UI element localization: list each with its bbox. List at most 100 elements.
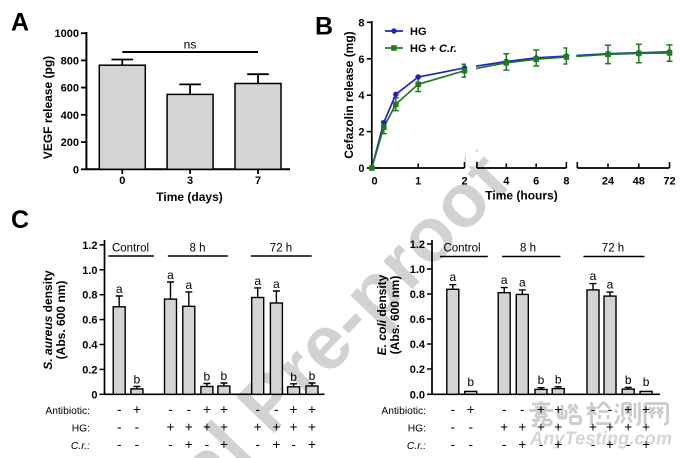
svg-text:-: - xyxy=(502,402,507,417)
svg-text:a: a xyxy=(273,277,280,291)
svg-text:-: - xyxy=(520,402,525,417)
svg-text:8 h: 8 h xyxy=(190,243,206,255)
svg-text:+: + xyxy=(203,420,211,435)
svg-text:+: + xyxy=(272,437,280,452)
svg-text:0.0: 0.0 xyxy=(410,389,425,401)
svg-text:-: - xyxy=(291,437,296,452)
svg-text:-: - xyxy=(274,402,279,417)
svg-text:+: + xyxy=(308,437,316,452)
svg-text:Control: Control xyxy=(112,243,149,255)
svg-text:C: C xyxy=(11,206,29,234)
svg-text:-: - xyxy=(539,437,544,452)
svg-text:1: 1 xyxy=(415,176,421,188)
svg-text:+: + xyxy=(308,420,316,435)
svg-text:+: + xyxy=(220,420,228,435)
svg-text:Antibiotic:: Antibiotic: xyxy=(45,406,90,417)
svg-text:b: b xyxy=(625,373,632,387)
svg-text:-: - xyxy=(502,437,507,452)
svg-text:6: 6 xyxy=(358,54,364,66)
svg-text:b: b xyxy=(204,370,211,384)
svg-text:b: b xyxy=(555,373,562,387)
svg-text:-: - xyxy=(255,402,260,417)
svg-text:+: + xyxy=(642,402,650,417)
svg-text:+: + xyxy=(624,420,632,435)
svg-text:2: 2 xyxy=(461,176,467,188)
svg-text:4: 4 xyxy=(503,176,510,188)
svg-text:0: 0 xyxy=(358,163,364,175)
svg-text:-: - xyxy=(608,402,613,417)
svg-text:0.4: 0.4 xyxy=(82,340,98,352)
svg-text:a: a xyxy=(167,268,174,282)
svg-text:0: 0 xyxy=(73,164,79,176)
svg-text:+: + xyxy=(554,437,562,452)
svg-text:C.r.:: C.r.: xyxy=(407,441,426,452)
svg-text:Time (days): Time (days) xyxy=(156,190,222,204)
svg-text:72 h: 72 h xyxy=(602,243,624,255)
svg-text:C.r.:: C.r.: xyxy=(71,441,90,452)
svg-text:+: + xyxy=(167,420,175,435)
svg-text:1.2: 1.2 xyxy=(82,240,97,252)
svg-text:1000: 1000 xyxy=(55,28,79,40)
svg-text:+: + xyxy=(589,420,597,435)
svg-text:+: + xyxy=(518,420,526,435)
svg-text:0: 0 xyxy=(91,389,97,401)
svg-text:-: - xyxy=(451,402,456,417)
svg-text:-: - xyxy=(187,402,192,417)
svg-text:72: 72 xyxy=(663,176,675,188)
svg-text:a: a xyxy=(185,278,192,292)
svg-text:-: - xyxy=(117,437,122,452)
svg-text:a: a xyxy=(449,270,456,284)
svg-text:+: + xyxy=(467,402,475,417)
svg-text:200: 200 xyxy=(61,137,79,149)
svg-text:A: A xyxy=(11,9,29,37)
svg-text:HG:: HG: xyxy=(408,424,426,435)
svg-text:+: + xyxy=(606,437,614,452)
svg-text:a: a xyxy=(501,273,508,287)
svg-text:+: + xyxy=(185,437,193,452)
svg-text:Antibiotic:: Antibiotic: xyxy=(381,406,426,417)
svg-text:2: 2 xyxy=(358,127,364,139)
svg-text:8: 8 xyxy=(563,176,569,188)
svg-text:+: + xyxy=(185,420,193,435)
svg-text:Time (hours): Time (hours) xyxy=(485,189,557,203)
svg-text:4: 4 xyxy=(358,90,365,102)
svg-text:-: - xyxy=(255,437,260,452)
svg-text:0: 0 xyxy=(371,176,377,188)
svg-text:8: 8 xyxy=(358,17,364,29)
svg-text:-: - xyxy=(468,420,473,435)
svg-text:0.2: 0.2 xyxy=(82,364,97,376)
svg-text:B: B xyxy=(315,13,333,41)
svg-text:-: - xyxy=(468,437,473,452)
svg-text:+: + xyxy=(272,420,280,435)
svg-text:1.0: 1.0 xyxy=(82,265,97,277)
svg-text:+: + xyxy=(308,402,316,417)
svg-text:3: 3 xyxy=(187,175,193,187)
svg-text:+: + xyxy=(220,437,228,452)
svg-text:+: + xyxy=(554,402,562,417)
svg-text:0.8: 0.8 xyxy=(410,289,425,301)
svg-text:-: - xyxy=(451,420,456,435)
svg-text:b: b xyxy=(309,369,316,383)
svg-text:AnyTesting.com: AnyTesting.com xyxy=(529,429,672,449)
svg-text:0.4: 0.4 xyxy=(410,339,426,351)
svg-text:-: - xyxy=(135,437,140,452)
svg-text:+: + xyxy=(254,420,262,435)
svg-text:HG: HG xyxy=(410,26,427,38)
svg-text:b: b xyxy=(134,373,141,387)
svg-text:72 h: 72 h xyxy=(270,243,292,255)
svg-text:(Abs. 600 nm): (Abs. 600 nm) xyxy=(388,276,402,355)
svg-text:+: + xyxy=(220,402,228,417)
svg-text:+: + xyxy=(554,420,562,435)
svg-text:-: - xyxy=(168,402,173,417)
svg-text:b: b xyxy=(538,373,545,387)
svg-text:+: + xyxy=(642,420,650,435)
svg-text:-: - xyxy=(168,437,173,452)
svg-text:-: - xyxy=(591,437,596,452)
svg-text:6: 6 xyxy=(533,176,539,188)
svg-text:a: a xyxy=(254,274,261,288)
svg-text:b: b xyxy=(221,369,228,383)
svg-text:+: + xyxy=(606,420,614,435)
svg-text:HG:: HG: xyxy=(72,424,90,435)
svg-text:-: - xyxy=(135,420,140,435)
svg-text:+: + xyxy=(133,402,141,417)
